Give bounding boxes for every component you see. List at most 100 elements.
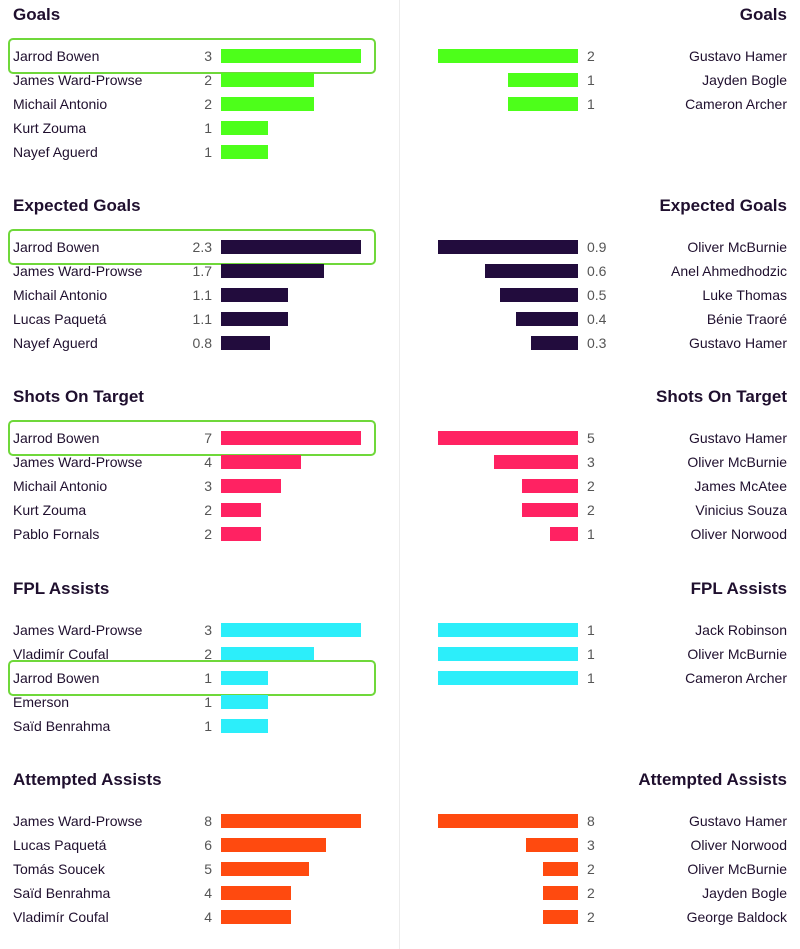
left-stat-value: 1 bbox=[204, 120, 212, 136]
left-stat-value: 8 bbox=[204, 812, 212, 829]
right-stat-bar bbox=[438, 49, 578, 63]
right-stat-value: 2 bbox=[587, 48, 595, 64]
left-player-name: James Ward-Prowse bbox=[13, 263, 143, 280]
left-stat-bar bbox=[221, 312, 288, 327]
left-section-title: Shots On Target bbox=[13, 387, 144, 407]
left-stat-value: 1 bbox=[204, 144, 212, 160]
left-player-name: Nayef Aguerd bbox=[13, 335, 98, 352]
right-stat-value: 2 bbox=[587, 478, 595, 495]
right-player-name: Cameron Archer bbox=[685, 669, 787, 686]
right-stat-bar bbox=[438, 670, 578, 685]
right-player-name: George Baldock bbox=[686, 908, 787, 925]
left-stat-bar bbox=[221, 622, 361, 637]
right-stat-bar bbox=[494, 455, 578, 470]
right-player-name: Oliver McBurnie bbox=[687, 454, 787, 471]
left-stat-bar bbox=[221, 861, 309, 876]
right-player-name: Cameron Archer bbox=[685, 96, 787, 112]
left-stat-value: 2 bbox=[204, 526, 212, 543]
right-player-name: James McAtee bbox=[694, 478, 787, 495]
right-stat-value: 0.9 bbox=[587, 239, 607, 256]
right-player-name: Bénie Traoré bbox=[706, 311, 787, 328]
right-stat-value: 2 bbox=[587, 884, 595, 901]
left-stat-bar bbox=[221, 240, 361, 255]
right-stat-value: 1 bbox=[587, 645, 595, 662]
left-player-name: Vladimír Coufal bbox=[13, 908, 109, 925]
right-stat-value: 0.6 bbox=[587, 263, 607, 280]
left-stat-value: 1.7 bbox=[192, 263, 212, 280]
right-stat-bar bbox=[543, 885, 578, 900]
left-stat-value: 3 bbox=[204, 621, 212, 638]
left-stat-value: 4 bbox=[204, 454, 212, 471]
left-stat-bar bbox=[221, 336, 270, 351]
left-stat-value: 4 bbox=[204, 908, 212, 925]
left-stat-value: 0.8 bbox=[192, 335, 212, 352]
left-player-name: Nayef Aguerd bbox=[13, 144, 98, 160]
left-stat-bar bbox=[221, 288, 288, 303]
left-player-name: Michail Antonio bbox=[13, 96, 108, 112]
right-player-name: Gustavo Hamer bbox=[688, 48, 787, 64]
left-stat-value: 1 bbox=[204, 693, 212, 710]
right-player-name: Oliver McBurnie bbox=[687, 645, 787, 662]
right-stat-value: 8 bbox=[587, 812, 595, 829]
left-player-name: Michail Antonio bbox=[13, 287, 108, 304]
right-player-name: Oliver McBurnie bbox=[687, 860, 787, 877]
right-player-name: Gustavo Hamer bbox=[688, 812, 787, 829]
right-player-name: Oliver McBurnie bbox=[687, 239, 787, 256]
right-stat-bar bbox=[438, 622, 578, 637]
left-player-name: James Ward-Prowse bbox=[13, 812, 143, 829]
left-stat-bar bbox=[221, 264, 325, 279]
right-stat-bar bbox=[531, 336, 578, 351]
right-stat-bar bbox=[438, 646, 578, 661]
right-player-name: Luke Thomas bbox=[702, 287, 787, 304]
right-player-name: Vinicius Souza bbox=[695, 502, 787, 519]
left-player-name: Emerson bbox=[13, 693, 70, 710]
right-section-title: Shots On Target bbox=[656, 387, 787, 407]
center-divider bbox=[399, 0, 400, 949]
right-stat-value: 0.4 bbox=[587, 311, 607, 328]
left-stat-value: 7 bbox=[204, 430, 212, 447]
right-stat-value: 1 bbox=[587, 621, 595, 638]
right-stat-value: 0.3 bbox=[587, 335, 607, 352]
right-stat-value: 1 bbox=[587, 526, 595, 543]
right-stat-value: 2 bbox=[587, 908, 595, 925]
left-stat-value: 5 bbox=[204, 860, 212, 877]
left-player-name: Jarrod Bowen bbox=[13, 239, 100, 256]
left-stat-bar bbox=[221, 479, 281, 494]
left-player-name: Tomás Soucek bbox=[13, 860, 105, 877]
right-stat-bar bbox=[438, 240, 578, 255]
left-section-title: Goals bbox=[13, 5, 61, 24]
right-section-title: Goals bbox=[739, 5, 787, 24]
left-stat-bar bbox=[221, 813, 361, 828]
left-stat-value: 2 bbox=[204, 502, 212, 519]
left-stat-bar bbox=[221, 97, 315, 111]
right-stat-bar bbox=[515, 312, 578, 327]
left-stat-bar bbox=[221, 431, 361, 446]
right-stat-value: 1 bbox=[587, 72, 595, 88]
left-player-name: Lucas Paquetá bbox=[13, 311, 107, 328]
left-stat-bar bbox=[221, 646, 315, 661]
left-player-name: Saïd Benrahma bbox=[13, 884, 111, 901]
left-player-name: Lucas Paquetá bbox=[13, 836, 107, 853]
right-player-name: Jack Robinson bbox=[695, 621, 787, 638]
right-player-name: Jayden Bogle bbox=[702, 72, 787, 88]
left-player-name: Pablo Fornals bbox=[13, 526, 100, 543]
right-stat-bar bbox=[438, 813, 578, 828]
left-player-name: Jarrod Bowen bbox=[13, 430, 100, 447]
left-player-name: Jarrod Bowen bbox=[13, 669, 100, 686]
right-stat-value: 2 bbox=[587, 502, 595, 519]
right-stat-bar bbox=[438, 431, 578, 446]
right-stat-value: 1 bbox=[587, 669, 595, 686]
right-stat-value: 2 bbox=[587, 860, 595, 877]
left-stat-value: 3 bbox=[204, 48, 212, 64]
left-stat-bar bbox=[221, 837, 326, 852]
right-stat-value: 0.5 bbox=[587, 287, 607, 304]
left-stat-bar bbox=[221, 503, 261, 518]
right-stat-bar bbox=[522, 503, 578, 518]
left-stat-value: 2 bbox=[204, 72, 212, 88]
right-player-name: Anel Ahmedhodzic bbox=[671, 263, 787, 280]
right-stat-bar bbox=[543, 909, 578, 924]
right-stat-bar bbox=[550, 527, 578, 542]
left-section-title: Attempted Assists bbox=[13, 769, 162, 789]
right-player-name: Gustavo Hamer bbox=[688, 430, 787, 447]
